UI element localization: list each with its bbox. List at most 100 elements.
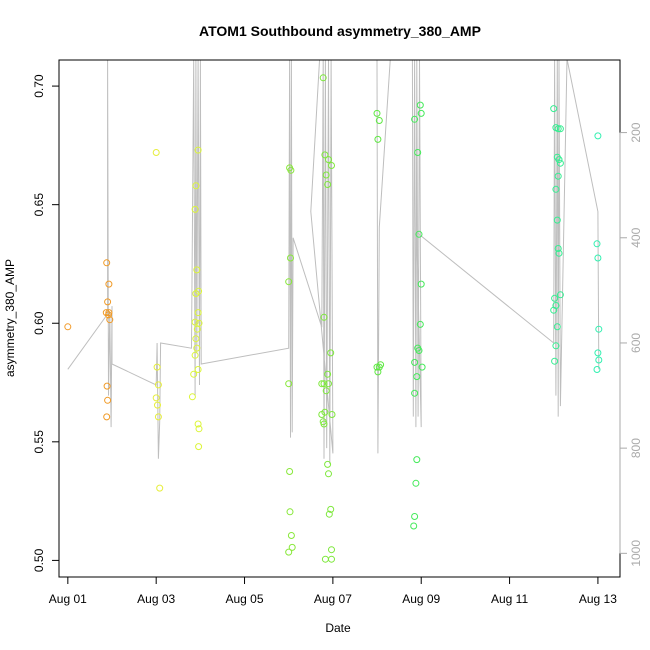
y-axis-label: asymmetry_380_AMP [3, 259, 17, 377]
data-point [156, 484, 164, 492]
data-point [413, 456, 421, 464]
data-point [321, 151, 329, 159]
data-point [154, 381, 162, 389]
data-point [375, 117, 383, 124]
data-point [374, 135, 382, 143]
data-point [594, 349, 602, 357]
data-point [195, 443, 203, 451]
data-point [550, 105, 558, 113]
data-point [322, 387, 330, 395]
data-point [320, 420, 328, 428]
data-point [154, 401, 161, 409]
data-point [191, 351, 199, 359]
data-point [415, 347, 423, 354]
data-point [375, 363, 383, 371]
data-point [194, 309, 202, 317]
data-point [415, 230, 423, 238]
data-point [195, 319, 203, 327]
x-tick-label: Aug 13 [579, 592, 617, 606]
data-point [553, 323, 561, 331]
data-point [287, 166, 295, 174]
data-point [550, 306, 558, 314]
data-point [324, 181, 332, 188]
y-tick-label: 0.70 [32, 74, 46, 98]
data-point [325, 470, 332, 478]
y-tick-label: 0.50 [32, 548, 46, 572]
data-point [152, 394, 160, 402]
data-point [411, 115, 419, 123]
x-tick-label: Aug 03 [137, 592, 175, 606]
x-tick-label: Aug 11 [491, 592, 528, 606]
data-point [413, 373, 421, 381]
data-point [595, 356, 603, 364]
data-point [287, 254, 294, 262]
data-point [194, 146, 202, 154]
x-tick-label: Aug 01 [49, 592, 87, 606]
data-point [556, 291, 564, 299]
data-point [593, 366, 601, 373]
data-point [320, 380, 328, 388]
data-point [555, 156, 563, 164]
data-point [285, 380, 293, 388]
data-point [320, 313, 328, 321]
data-point [192, 290, 200, 298]
data-point [417, 280, 425, 288]
data-point [325, 510, 333, 518]
data-point [412, 479, 420, 487]
x-tick-label: Aug 07 [314, 592, 352, 606]
data-point [106, 316, 114, 324]
data-point [191, 205, 199, 213]
data-point [152, 149, 160, 156]
secondary-y-tick-label: 400 [629, 227, 643, 247]
data-point [414, 149, 422, 156]
data-point [328, 546, 335, 554]
data-point [194, 366, 202, 373]
data-point [373, 363, 381, 371]
data-point [193, 266, 201, 274]
data-point [554, 172, 562, 180]
data-point [556, 159, 564, 167]
data-point [319, 74, 327, 82]
data-point [286, 508, 294, 516]
data-point [104, 396, 112, 404]
data-point [105, 280, 113, 288]
x-tick-label: Aug 05 [226, 592, 264, 606]
data-point [103, 259, 111, 267]
data-point [191, 318, 199, 326]
data-point [416, 320, 424, 328]
data-point [192, 335, 200, 343]
x-tick-label: Aug 09 [402, 592, 440, 606]
data-point [327, 505, 335, 513]
data-point [105, 309, 113, 317]
data-point [321, 408, 329, 416]
data-point [325, 380, 332, 388]
data-point [154, 413, 162, 421]
data-point [64, 323, 72, 331]
secondary-y-tick-label: 800 [629, 438, 643, 458]
x-axis: Aug 01 Aug 03 Aug 05 Aug 07 Aug 09 Aug 11 Aug … [49, 576, 617, 606]
secondary-y-tick-label: 600 [629, 333, 643, 353]
data-point [327, 349, 335, 357]
data-point [104, 298, 112, 306]
secondary-y-tick-label: 200 [629, 122, 643, 142]
data-point [593, 240, 601, 248]
secondary-y-tick-label: 1000 [629, 540, 643, 567]
secondary-line-layer [67, 60, 600, 464]
data-point [325, 156, 332, 164]
data-point [555, 249, 563, 257]
data-point [328, 555, 335, 563]
data-point [287, 532, 295, 539]
data-point [554, 245, 562, 252]
data-point [192, 182, 200, 190]
y-tick-label: 0.65 [32, 193, 46, 217]
data-point [288, 543, 296, 551]
data-point [410, 522, 418, 530]
data-point [594, 132, 602, 140]
secondary-series-line [67, 60, 600, 464]
data-point [285, 278, 293, 286]
data-point [103, 413, 111, 421]
points-layer [64, 74, 603, 563]
data-point [411, 389, 419, 397]
data-point [416, 101, 424, 109]
data-point [285, 548, 293, 556]
